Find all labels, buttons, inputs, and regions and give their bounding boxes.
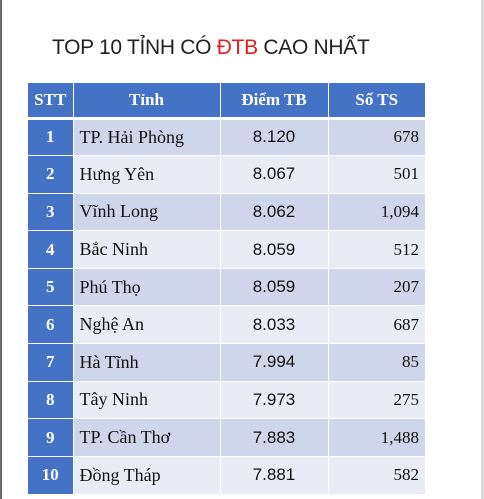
cell-so-ts: 582	[327, 455, 425, 494]
cell-tinh: Hưng Yên	[72, 155, 220, 194]
cell-diem-tb: 8.067	[219, 155, 328, 194]
cell-so-ts: 275	[327, 380, 425, 419]
cell-tinh: Vĩnh Long	[72, 192, 220, 231]
table-row: 3 Vĩnh Long 8.062 1,094	[28, 192, 425, 231]
header-tinh: Tỉnh	[72, 83, 220, 120]
header-so-ts: Số TS	[327, 83, 425, 120]
cell-diem-tb: 7.973	[219, 380, 328, 419]
cell-so-ts: 1,488	[327, 418, 425, 457]
cell-so-ts: 512	[327, 230, 425, 269]
cell-tinh: TP. Hải Phòng	[72, 117, 220, 156]
cell-diem-tb: 8.033	[219, 305, 328, 344]
table-row: 8 Tây Ninh 7.973 275	[28, 380, 425, 419]
cell-tinh: Tây Ninh	[72, 380, 220, 419]
cell-stt: 5	[28, 267, 73, 306]
cell-so-ts: 501	[327, 155, 425, 194]
table-row: 5 Phú Thọ 8.059 207	[28, 267, 425, 306]
cell-tinh: Phú Thọ	[72, 267, 220, 306]
cell-stt: 7	[28, 343, 73, 382]
ranking-table: STT Tỉnh Điểm TB Số TS 1 TP. Hải Phòng 8…	[28, 83, 425, 494]
cell-tinh: TP. Cần Thơ	[72, 418, 220, 457]
title-prefix: TOP 10 TỈNH CÓ	[52, 36, 217, 59]
cell-tinh: Nghệ An	[72, 305, 220, 344]
cell-stt: 6	[28, 305, 73, 344]
table-row: 2 Hưng Yên 8.067 501	[28, 155, 425, 194]
header-stt: STT	[28, 83, 73, 120]
title-suffix: CAO NHẤT	[257, 36, 370, 59]
cell-stt: 1	[28, 117, 73, 156]
header-diem-tb: Điểm TB	[219, 83, 328, 120]
table-row: 4 Bắc Ninh 8.059 512	[28, 230, 425, 269]
table-row: 1 TP. Hải Phòng 8.120 678	[28, 117, 425, 156]
cell-diem-tb: 7.994	[219, 343, 328, 382]
cell-so-ts: 1,094	[327, 192, 425, 231]
cell-tinh: Bắc Ninh	[72, 230, 220, 269]
cell-diem-tb: 7.883	[219, 418, 328, 457]
table-row: 6 Nghệ An 8.033 687	[28, 305, 425, 344]
table-row: 10 Đồng Tháp 7.881 582	[28, 455, 425, 494]
table-row: 7 Hà Tĩnh 7.994 85	[28, 343, 425, 382]
right-frame-border	[481, 0, 484, 499]
cell-so-ts: 207	[327, 267, 425, 306]
cell-stt: 9	[28, 418, 73, 457]
page-title: TOP 10 TỈNH CÓ ĐTB CAO NHẤT	[52, 36, 370, 60]
cell-stt: 4	[28, 230, 73, 269]
cell-so-ts: 85	[327, 343, 425, 382]
cell-tinh: Đồng Tháp	[72, 455, 220, 494]
cell-diem-tb: 8.059	[219, 230, 328, 269]
cell-stt: 2	[28, 155, 73, 194]
title-highlight: ĐTB	[216, 36, 258, 59]
cell-stt: 3	[28, 192, 73, 231]
cell-so-ts: 678	[327, 117, 425, 156]
cell-diem-tb: 8.120	[219, 117, 328, 156]
cell-diem-tb: 8.062	[219, 192, 328, 231]
table-row: 9 TP. Cần Thơ 7.883 1,488	[28, 418, 425, 457]
table-header-row: STT Tỉnh Điểm TB Số TS	[28, 83, 425, 120]
cell-diem-tb: 7.881	[219, 455, 328, 494]
cell-stt: 8	[28, 380, 73, 419]
cell-tinh: Hà Tĩnh	[72, 343, 220, 382]
cell-diem-tb: 8.059	[219, 267, 328, 306]
left-frame-border	[0, 0, 2, 499]
cell-stt: 10	[28, 455, 73, 494]
cell-so-ts: 687	[327, 305, 425, 344]
